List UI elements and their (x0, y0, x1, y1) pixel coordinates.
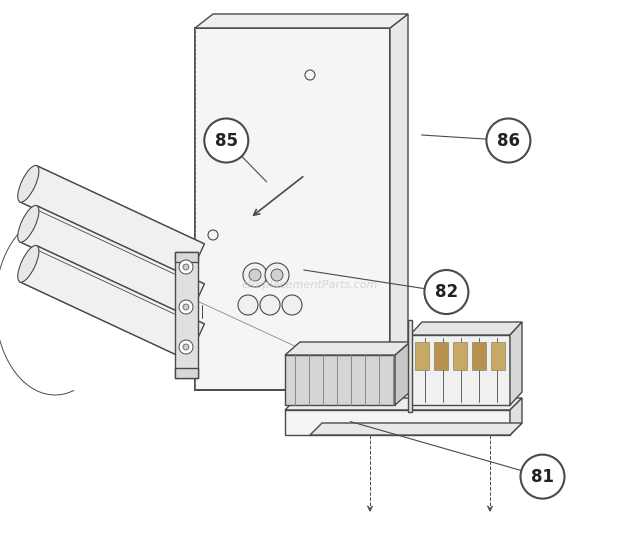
Polygon shape (434, 342, 448, 370)
Circle shape (265, 263, 289, 287)
Text: 81: 81 (531, 468, 554, 485)
Circle shape (249, 269, 261, 281)
Polygon shape (510, 322, 522, 405)
Circle shape (243, 263, 267, 287)
Circle shape (179, 300, 193, 314)
Circle shape (183, 264, 189, 270)
Polygon shape (175, 368, 198, 378)
Polygon shape (415, 342, 429, 370)
Polygon shape (195, 14, 408, 28)
Circle shape (179, 260, 193, 274)
Ellipse shape (18, 245, 39, 282)
Polygon shape (390, 14, 408, 390)
Polygon shape (472, 342, 486, 370)
Text: 82: 82 (435, 283, 458, 301)
Polygon shape (453, 342, 467, 370)
Polygon shape (395, 342, 410, 405)
Polygon shape (408, 320, 412, 412)
Circle shape (487, 118, 530, 163)
Polygon shape (285, 398, 522, 410)
Circle shape (271, 269, 283, 281)
Circle shape (205, 118, 248, 163)
Polygon shape (175, 252, 198, 262)
Polygon shape (410, 322, 522, 335)
Circle shape (183, 304, 189, 310)
Polygon shape (175, 252, 198, 378)
Polygon shape (285, 355, 395, 405)
Text: 86: 86 (497, 132, 520, 149)
Circle shape (179, 340, 193, 354)
Circle shape (425, 270, 468, 314)
Polygon shape (20, 166, 205, 280)
Circle shape (521, 455, 564, 499)
Ellipse shape (18, 206, 39, 242)
Polygon shape (195, 28, 390, 390)
Polygon shape (285, 342, 410, 355)
Polygon shape (20, 246, 205, 360)
Polygon shape (510, 398, 522, 435)
Polygon shape (410, 335, 510, 405)
Ellipse shape (18, 165, 39, 202)
Polygon shape (491, 342, 505, 370)
Text: eReplacementParts.com: eReplacementParts.com (242, 280, 378, 290)
Circle shape (183, 344, 189, 350)
Polygon shape (285, 410, 510, 435)
Polygon shape (20, 206, 205, 320)
Text: 85: 85 (215, 132, 238, 149)
Circle shape (282, 295, 302, 315)
Circle shape (238, 295, 258, 315)
Polygon shape (310, 423, 522, 435)
Circle shape (260, 295, 280, 315)
